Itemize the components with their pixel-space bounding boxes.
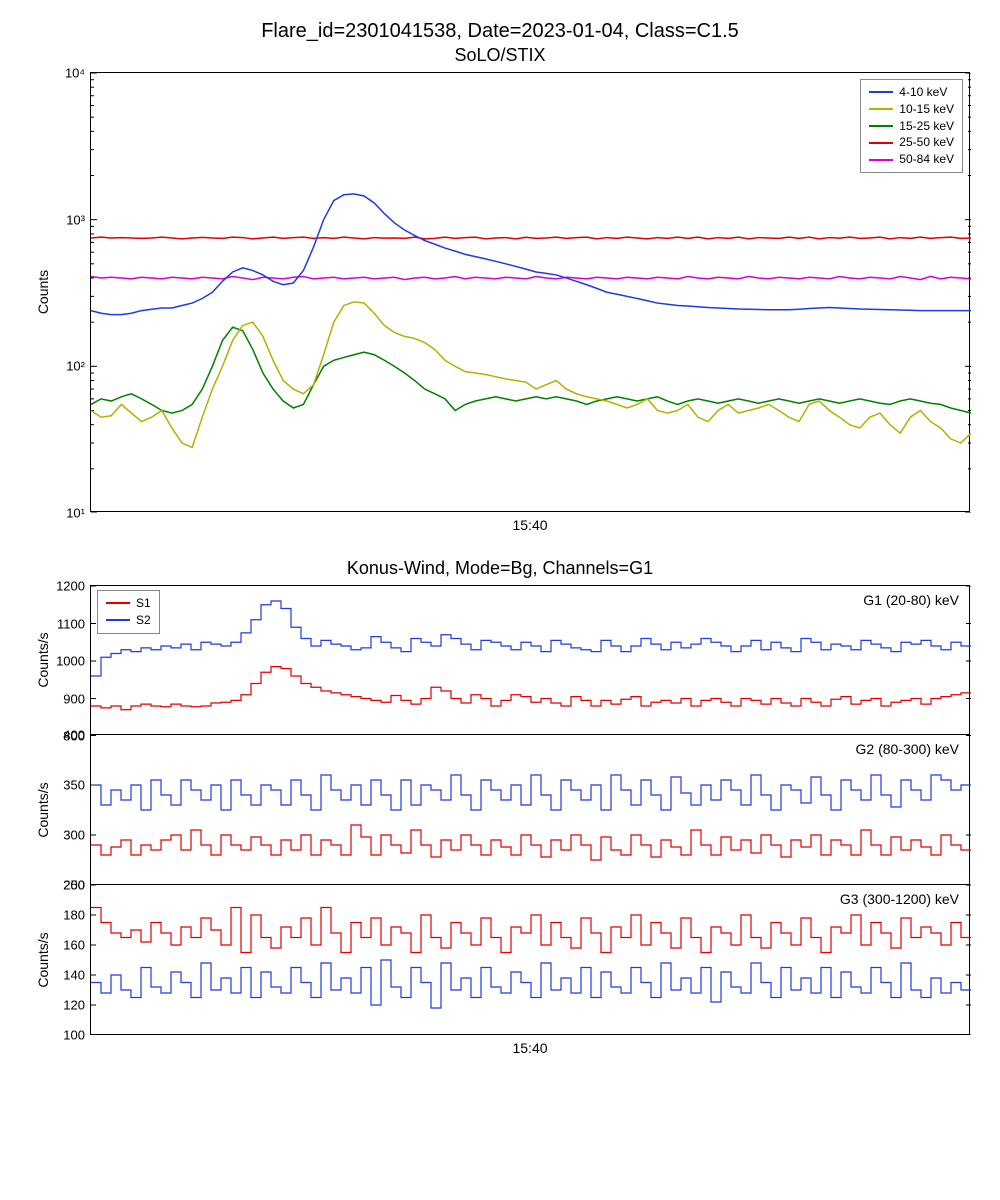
ytick: 160 <box>63 938 91 953</box>
ytick: 1000 <box>56 654 91 669</box>
kw-xlabel: 15:40 <box>512 1040 547 1056</box>
kw-ylabel: Counts/s <box>35 632 51 687</box>
kw-panel: 100120140160180200Counts/sG3 (300-1200) … <box>90 885 970 1035</box>
kw-panel: 800900100011001200Counts/sG1 (20-80) keV… <box>90 585 970 735</box>
stix-legend: 4-10 keV10-15 keV15-25 keV25-50 keV50-84… <box>860 79 963 173</box>
kw-ylabel: Counts/s <box>35 932 51 987</box>
ytick: 200 <box>63 878 91 893</box>
ytick: 140 <box>63 968 91 983</box>
stix-chart: Counts 15:40 10¹10²10³10⁴4-10 keV10-15 k… <box>90 72 970 512</box>
top-ylabel: Counts <box>35 270 51 314</box>
ytick: 10¹ <box>66 506 91 521</box>
ytick: 180 <box>63 908 91 923</box>
ytick: 1200 <box>56 579 91 594</box>
ytick: 100 <box>63 1028 91 1043</box>
ytick: 1100 <box>57 616 91 631</box>
top-title: SoLO/STIX <box>20 45 980 66</box>
kw-legend: S1S2 <box>97 590 160 634</box>
ytick: 350 <box>63 778 91 793</box>
kw-band-label: G3 (300-1200) keV <box>840 891 959 907</box>
suptitle: Flare_id=2301041538, Date=2023-01-04, Cl… <box>20 20 980 43</box>
ytick: 10⁴ <box>65 66 91 81</box>
ytick: 400 <box>63 728 91 743</box>
kw-title: Konus-Wind, Mode=Bg, Channels=G1 <box>20 558 980 579</box>
ytick: 10³ <box>66 212 91 227</box>
kw-panel: 250300350400Counts/sG2 (80-300) keV <box>90 735 970 885</box>
kw-ylabel: Counts/s <box>35 782 51 837</box>
top-xlabel: 15:40 <box>512 517 547 533</box>
ytick: 900 <box>63 691 91 706</box>
kw-band-label: G2 (80-300) keV <box>856 741 960 757</box>
ytick: 300 <box>63 828 91 843</box>
ytick: 120 <box>63 998 91 1013</box>
ytick: 10² <box>66 359 91 374</box>
kw-band-label: G1 (20-80) keV <box>863 592 959 608</box>
